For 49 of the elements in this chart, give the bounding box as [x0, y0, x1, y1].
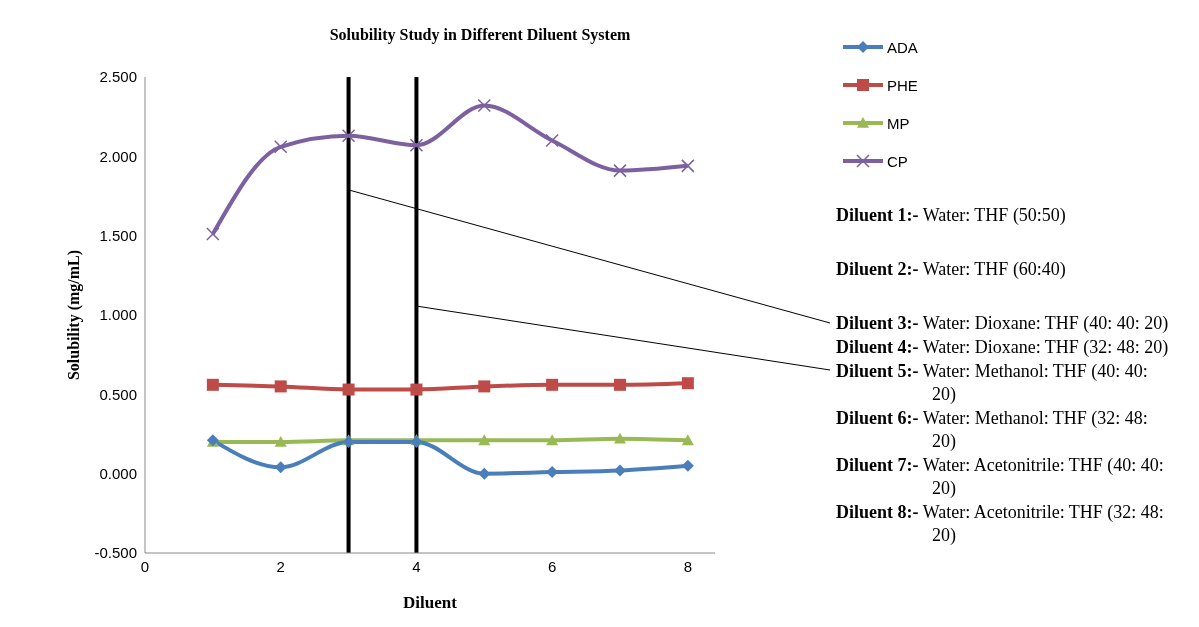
y-tick-label: 1.500	[99, 226, 137, 244]
text: Diluent 3:- Water: Dioxane: THF (40: 40: 20)	[836, 312, 1170, 335]
point	[613, 163, 627, 178]
text: Diluent 5:- Water: Methanol: THF (40: 40: 20)	[836, 360, 1149, 406]
point	[341, 128, 356, 143]
legend-label: PHE	[887, 76, 918, 94]
chart-title: Solubility Study in Different Diluent System	[328, 26, 632, 44]
point	[614, 464, 626, 477]
point	[409, 138, 424, 152]
y-tick-label: 2.500	[99, 68, 137, 86]
point	[342, 383, 355, 396]
x-tick-label: 6	[547, 557, 557, 575]
x-tick-label: 0	[140, 557, 150, 575]
point	[614, 432, 626, 444]
point	[478, 434, 491, 446]
point	[274, 435, 287, 447]
text: Diluent 4:- Water: Dioxane: THF (32: 48: 20)	[836, 336, 1170, 359]
x-axis-title: Diluent	[403, 593, 458, 612]
y-tick-label: 0.500	[99, 385, 137, 403]
text: Diluent 2:- Water: THF (60:40)	[836, 258, 1067, 281]
legend-label: MP	[887, 114, 910, 132]
point	[681, 159, 695, 173]
text: Diluent 7:- Water: Acetonitrile: THF (40: 40: 20)	[836, 454, 1165, 500]
point	[681, 377, 694, 390]
x-tick-label: 8	[683, 557, 693, 575]
point	[273, 140, 288, 154]
point	[478, 380, 491, 393]
point	[546, 434, 559, 446]
x-tick-label: 2	[276, 557, 285, 575]
y-axis-title: Solubility (mg/mL)	[64, 249, 83, 381]
point	[410, 383, 423, 396]
point	[545, 133, 559, 148]
text: Diluent 6:- Water: Methanol: THF (32: 48: 20)	[836, 407, 1149, 453]
text: Diluent 8:- Water: Acetonitrile: THF (32: 48: 20)	[836, 501, 1165, 547]
text: Diluent 1:- Water: THF (50:50)	[836, 204, 1067, 227]
y-tick-label: 1.000	[99, 306, 137, 324]
point	[614, 378, 626, 391]
legend-label: ADA	[887, 38, 918, 56]
point	[274, 380, 287, 393]
x-tick-label: 4	[412, 557, 421, 575]
point	[206, 378, 219, 391]
point	[681, 434, 694, 446]
y-tick-label: 2.000	[99, 147, 137, 165]
y-tick-label: -0.500	[94, 544, 137, 562]
point	[477, 98, 492, 113]
y-tick-label: 0.000	[99, 464, 137, 482]
point	[546, 378, 559, 391]
legend-label: CP	[887, 152, 908, 170]
point	[206, 227, 220, 241]
